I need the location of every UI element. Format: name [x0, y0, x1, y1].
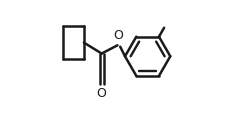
- Text: O: O: [97, 87, 106, 100]
- Text: O: O: [113, 29, 123, 42]
